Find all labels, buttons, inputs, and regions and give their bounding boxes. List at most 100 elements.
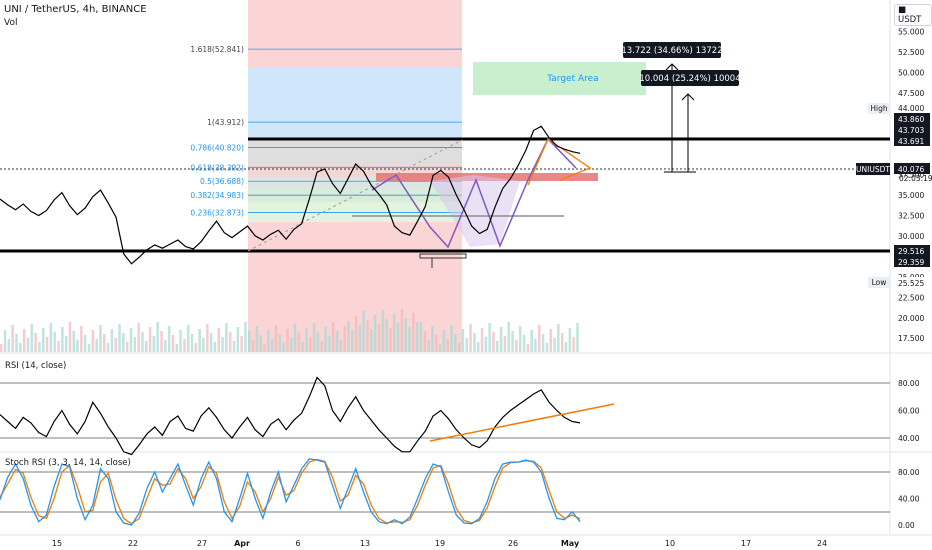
volume-bar: [129, 328, 133, 352]
volume-bar: [427, 340, 430, 352]
volume-bar: [95, 339, 98, 352]
volume-bar: [457, 343, 461, 352]
volume-bar: [251, 340, 255, 352]
volume-bar: [99, 325, 102, 352]
volume-bar: [141, 332, 144, 352]
orange-wedge[interactable]: [527, 138, 592, 186]
volume-bar: [465, 338, 468, 352]
bottom-bracket: [419, 253, 467, 259]
volume-bar: [312, 323, 316, 352]
volume-bar: [518, 326, 522, 352]
volume-bar: [145, 341, 148, 352]
volume-bar: [198, 329, 201, 352]
time-tick-label: 22: [128, 539, 138, 548]
last-price-label: 40.076: [898, 165, 924, 174]
fib-level-label: 1(43.912): [207, 118, 244, 127]
volume-bar: [328, 336, 331, 352]
volume-bar: [404, 318, 407, 352]
symbol-tag: UNIUSDT: [856, 165, 890, 174]
symbol-title[interactable]: UNI / TetherUS, 4h, BINANCE: [4, 4, 147, 15]
stoch-k-line[interactable]: [0, 458, 581, 526]
price-tick-label: 37.500: [898, 171, 924, 180]
price-tick-label: 30.000: [898, 232, 924, 241]
price-level-label: 29.516: [898, 247, 924, 256]
low-value: 25.525: [898, 279, 924, 288]
volume-bar: [160, 331, 163, 352]
volume-bar: [137, 323, 140, 352]
volume-bar: [492, 332, 495, 352]
price-tick-label: 20.000: [898, 314, 924, 323]
price-series-line[interactable]: [0, 125, 581, 265]
volume-bar: [156, 322, 159, 352]
volume-bar: [450, 325, 453, 352]
volume-bar: [53, 332, 56, 352]
volume-bar: [206, 324, 209, 352]
volume-bar: [576, 323, 579, 352]
price-tick-label: 55.000: [898, 27, 924, 36]
measure-2-box: [641, 70, 739, 86]
volume-bar: [381, 310, 385, 352]
volume-bar: [320, 341, 323, 352]
volume-bar: [335, 331, 339, 352]
volume-label: Vol: [4, 18, 18, 28]
rsi-tick-label: 60.00: [898, 407, 920, 416]
volume-bar: [286, 329, 289, 352]
measure-arrow-2-head: [681, 93, 695, 101]
volume-bar: [209, 333, 213, 352]
low-tag-box: [868, 277, 890, 288]
currency-button[interactable]: ■ USDT: [894, 4, 932, 26]
target-area[interactable]: [473, 62, 646, 95]
fib-level-label: 0.382(34.983): [190, 191, 244, 200]
volume-bar: [34, 333, 37, 352]
high-value-box: [894, 102, 930, 113]
volume-bar: [366, 320, 369, 352]
volume-bar: [530, 330, 533, 352]
volume-bar: [484, 337, 488, 352]
volume-bar: [244, 322, 247, 352]
price-level-label-box: [894, 256, 930, 267]
volume-bar: [217, 328, 220, 352]
volume-bar: [232, 341, 236, 352]
volume-bar: [507, 322, 510, 352]
volume-bar: [389, 328, 392, 352]
volume-bar: [511, 331, 514, 352]
last-price-label-box: [894, 163, 930, 174]
volume-bar: [248, 331, 251, 352]
fib-level-label: 0.786(40.820): [190, 143, 244, 152]
rsi-tick-label: 80.00: [898, 379, 920, 388]
volume-bar: [167, 326, 171, 352]
price-level-label-box: [894, 135, 930, 146]
volume-bar: [419, 322, 423, 352]
stoch-d-line[interactable]: [0, 458, 581, 525]
rsi-series-line[interactable]: [0, 376, 581, 456]
price-tick-label: 50.000: [898, 68, 924, 77]
volume-bar: [122, 333, 125, 352]
time-tick-label: 15: [52, 539, 62, 548]
pattern-path[interactable]: [371, 137, 577, 249]
volume-bar: [259, 335, 262, 352]
price-level-label-box: [894, 245, 930, 256]
stoch-title: Stoch RSI (3, 3, 14, 14, close): [5, 458, 131, 468]
volume-bar: [22, 329, 26, 352]
volume-bar: [316, 332, 320, 352]
low-value-box: [894, 277, 930, 288]
volume-bar: [564, 342, 568, 352]
high-value: 44.000: [898, 104, 924, 113]
volume-bar: [415, 322, 419, 352]
volume-bar: [560, 333, 564, 352]
volume-bar: [541, 334, 545, 352]
cup-triangle[interactable]: [430, 175, 520, 247]
measure-arrow-1-head: [665, 63, 679, 71]
volume-bar: [572, 337, 575, 352]
measure-2-label: 10.004 (25.24%) 10004: [639, 74, 740, 84]
volume-bar: [385, 319, 388, 352]
volume-bar: [549, 329, 552, 352]
rsi-trendline[interactable]: [429, 403, 615, 442]
volume-bar: [461, 329, 465, 352]
volume-bar: [534, 339, 537, 352]
volume-bar: [42, 328, 45, 352]
volume-bar: [263, 344, 266, 352]
volume-bar: [87, 344, 91, 352]
volume-bar: [435, 335, 438, 352]
